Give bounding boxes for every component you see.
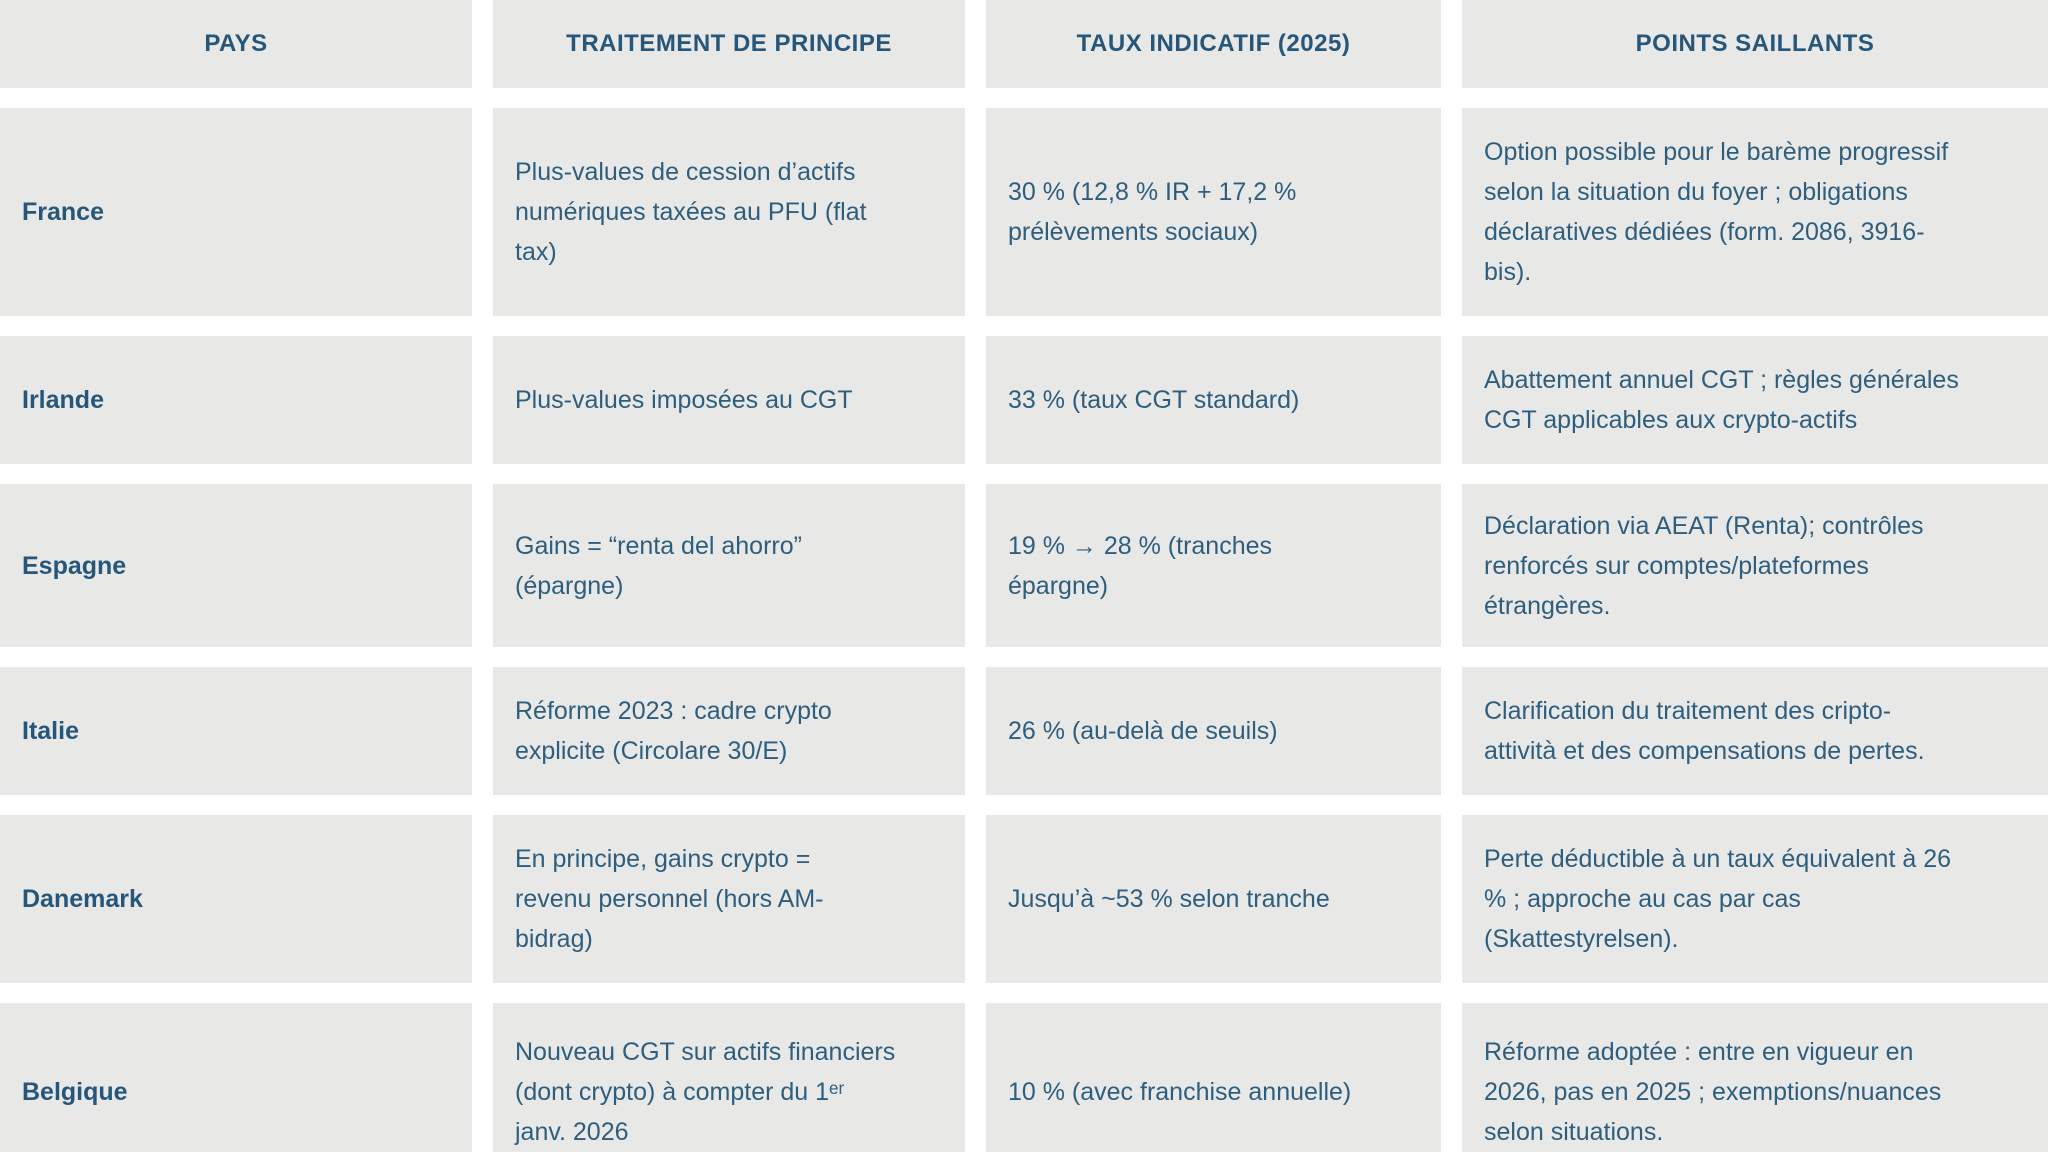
cell-highlights-belgique: Réforme adoptée : entre en vigueur en 20… [1462, 1003, 2048, 1152]
cell-rate-irlande: 33 % (taux CGT standard) [986, 336, 1441, 464]
cell-treatment-irlande: Plus-values imposées au CGT [493, 336, 965, 464]
cell-treatment-italie: Réforme 2023 : cadre crypto explicite (C… [493, 667, 965, 795]
cell-highlights-espagne: Déclaration via AEAT (Renta); contrôles … [1462, 484, 2048, 647]
cell-country-france: France [0, 108, 472, 316]
cell-highlights-danemark: Perte déductible à un taux équivalent à … [1462, 815, 2048, 983]
cell-highlights-italie: Clarification du traitement des cripto- … [1462, 667, 2048, 795]
cell-country-belgique: Belgique [0, 1003, 472, 1152]
cell-highlights-irlande: Abattement annuel CGT ; règles générales… [1462, 336, 2048, 464]
column-header-traitement: TRAITEMENT DE PRINCIPE [493, 0, 965, 88]
cell-country-espagne: Espagne [0, 484, 472, 647]
cell-rate-italie: 26 % (au-delà de seuils) [986, 667, 1441, 795]
cell-rate-danemark: Jusqu’à ~53 % selon tranche [986, 815, 1441, 983]
cell-treatment-espagne: Gains = “renta del ahorro” (épargne) [493, 484, 965, 647]
cell-treatment-danemark: En principe, gains crypto = revenu perso… [493, 815, 965, 983]
cell-rate-france: 30 % (12,8 % IR + 17,2 % prélèvements so… [986, 108, 1441, 316]
cell-highlights-france: Option possible pour le barème progressi… [1462, 108, 2048, 316]
cell-country-danemark: Danemark [0, 815, 472, 983]
cell-rate-belgique: 10 % (avec franchise annuelle) [986, 1003, 1441, 1152]
cell-rate-espagne: 19 % → 28 % (tranches épargne) [986, 484, 1441, 647]
column-header-taux: TAUX INDICATIF (2025) [986, 0, 1441, 88]
column-header-points: POINTS SAILLANTS [1462, 0, 2048, 88]
cell-treatment-belgique: Nouveau CGT sur actifs financiers (dont … [493, 1003, 965, 1152]
cell-country-italie: Italie [0, 667, 472, 795]
cell-treatment-france: Plus-values de cession d’actifs numériqu… [493, 108, 965, 316]
cell-country-irlande: Irlande [0, 336, 472, 464]
column-header-pays: PAYS [0, 0, 472, 88]
